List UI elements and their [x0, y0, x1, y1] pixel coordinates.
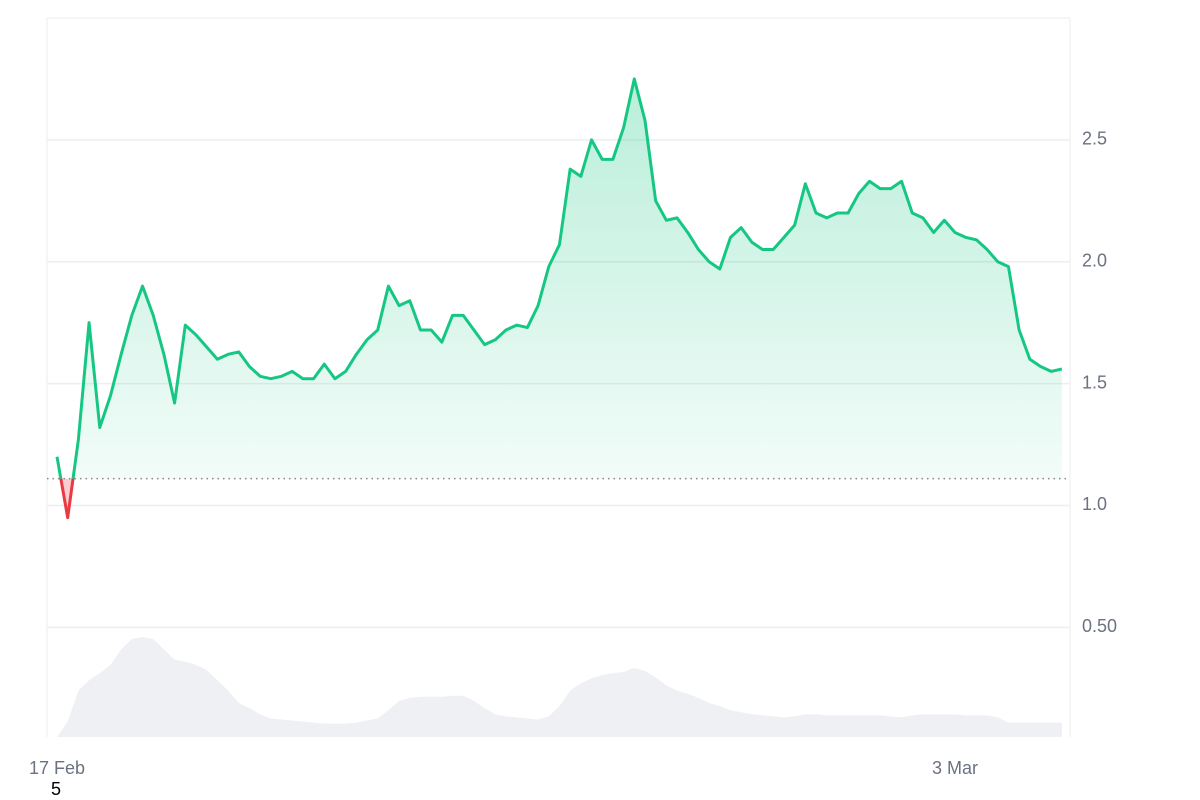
y-tick-label: 2.0: [1082, 250, 1107, 270]
footnote: 5: [51, 779, 61, 799]
price-line-up: [55, 77, 1063, 479]
volume-area: [57, 637, 1062, 737]
x-tick-label: 17 Feb: [29, 758, 85, 778]
y-tick-label: 2.5: [1082, 129, 1107, 149]
y-tick-label: 1.0: [1082, 494, 1107, 514]
plot: 0.50 1.0 1.5 2.0 2.5 17 Feb 3 Mar: [29, 17, 1117, 778]
x-tick-label: 3 Mar: [932, 758, 978, 778]
y-tick-label: 0.50: [1082, 616, 1117, 636]
y-tick-label: 1.5: [1082, 372, 1107, 392]
price-area-up: [57, 78, 1062, 479]
